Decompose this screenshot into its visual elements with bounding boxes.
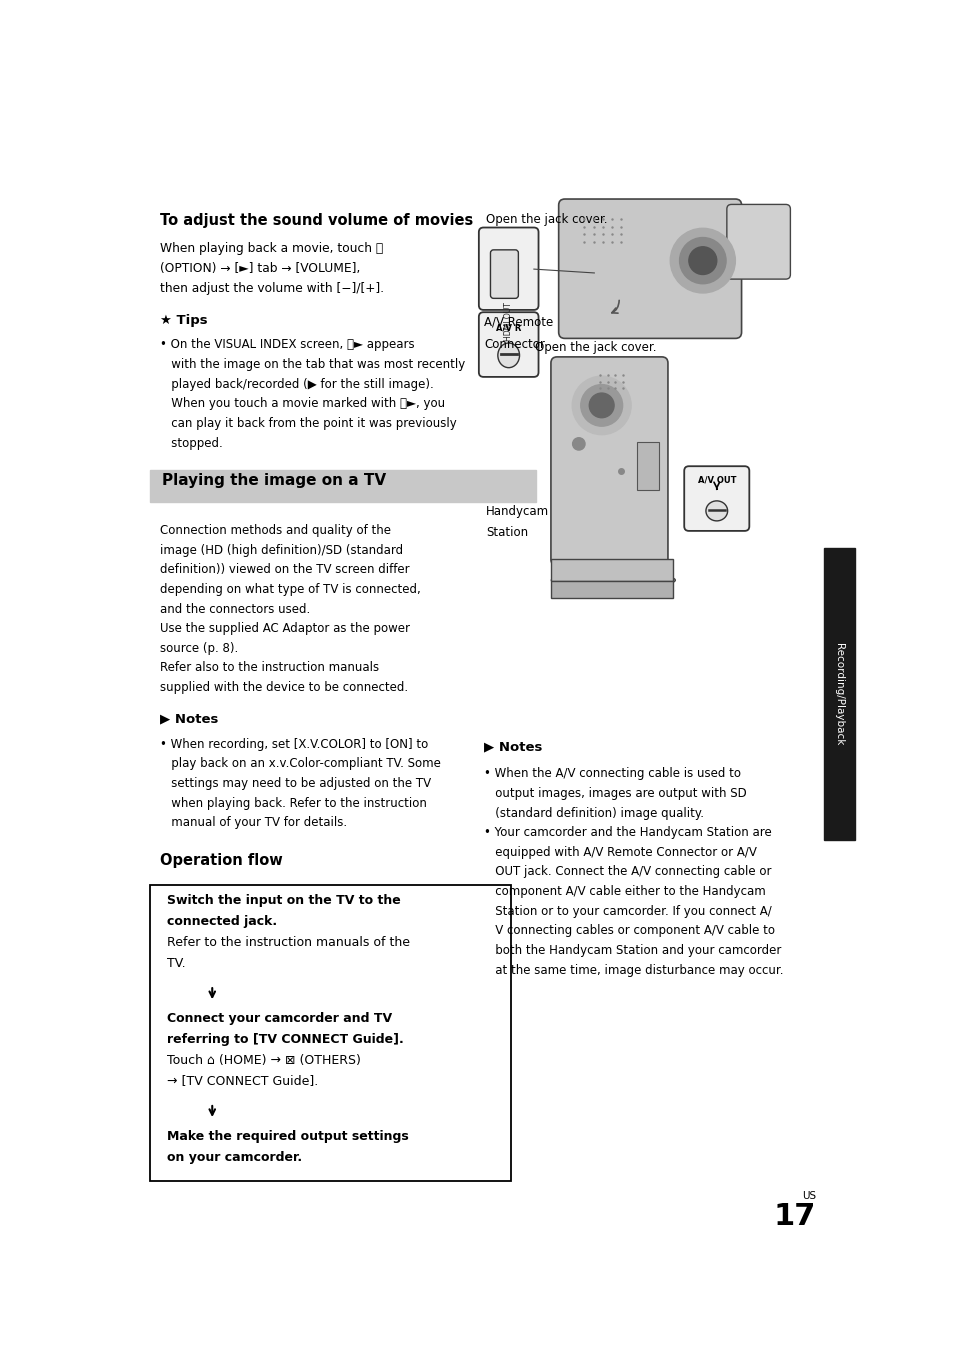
FancyBboxPatch shape — [726, 205, 790, 280]
Bar — [822, 548, 854, 840]
Circle shape — [589, 394, 614, 418]
Text: connected jack.: connected jack. — [167, 915, 277, 928]
Text: A/V OUT: A/V OUT — [697, 475, 736, 484]
Ellipse shape — [551, 573, 675, 589]
Bar — [150, 885, 510, 1181]
Bar — [637, 442, 658, 490]
Text: TV.: TV. — [167, 957, 186, 970]
Circle shape — [688, 247, 716, 274]
Text: image (HD (high definition)/SD (standard: image (HD (high definition)/SD (standard — [159, 544, 402, 556]
Circle shape — [679, 237, 725, 284]
Text: (standard definition) image quality.: (standard definition) image quality. — [483, 806, 702, 820]
Text: both the Handycam Station and your camcorder: both the Handycam Station and your camco… — [483, 944, 781, 957]
Text: Station or to your camcorder. If you connect A/: Station or to your camcorder. If you con… — [483, 905, 770, 917]
Text: Recording/Playback: Recording/Playback — [833, 643, 843, 745]
Text: Switch the input on the TV to the: Switch the input on the TV to the — [167, 894, 400, 908]
FancyBboxPatch shape — [683, 467, 748, 531]
Text: can play it back from the point it was previously: can play it back from the point it was p… — [159, 417, 456, 430]
Text: To adjust the sound volume of movies: To adjust the sound volume of movies — [159, 213, 473, 228]
Text: played back/recorded (▶ for the still image).: played back/recorded (▶ for the still im… — [159, 377, 433, 391]
Text: Touch ⌂ (HOME) → ⊠ (OTHERS): Touch ⌂ (HOME) → ⊠ (OTHERS) — [167, 1054, 361, 1067]
Text: Handycam: Handycam — [485, 506, 548, 518]
Text: When playing back a movie, touch Ⓞ: When playing back a movie, touch Ⓞ — [159, 242, 382, 255]
Circle shape — [670, 228, 735, 293]
Text: component A/V cable either to the Handycam: component A/V cable either to the Handyc… — [483, 885, 764, 898]
Text: Open the jack cover.: Open the jack cover. — [485, 213, 607, 225]
Text: output images, images are output with SD: output images, images are output with SD — [483, 787, 745, 799]
Bar — [150, 470, 536, 502]
Text: HDMI OUT: HDMI OUT — [503, 303, 513, 341]
Ellipse shape — [497, 343, 519, 368]
Text: and the connectors used.: and the connectors used. — [159, 603, 310, 616]
Text: ▶ Notes: ▶ Notes — [159, 712, 217, 725]
Text: → [TV CONNECT Guide].: → [TV CONNECT Guide]. — [167, 1075, 318, 1087]
Text: Open the jack cover.: Open the jack cover. — [535, 342, 657, 354]
Text: manual of your TV for details.: manual of your TV for details. — [159, 816, 346, 829]
Text: 17: 17 — [773, 1201, 815, 1231]
Text: source (p. 8).: source (p. 8). — [159, 642, 237, 655]
Text: • When recording, set [X.V.COLOR] to [ON] to: • When recording, set [X.V.COLOR] to [ON… — [159, 738, 427, 750]
FancyBboxPatch shape — [550, 357, 667, 566]
Text: referring to [TV CONNECT Guide].: referring to [TV CONNECT Guide]. — [167, 1033, 404, 1046]
Text: ▶ Notes: ▶ Notes — [483, 741, 541, 753]
Text: on your camcorder.: on your camcorder. — [167, 1151, 302, 1164]
Circle shape — [572, 438, 584, 451]
Text: supplied with the device to be connected.: supplied with the device to be connected… — [159, 681, 407, 693]
Text: then adjust the volume with [−]/[+].: then adjust the volume with [−]/[+]. — [159, 282, 383, 296]
Text: • On the VISUAL INDEX screen, ⦿► appears: • On the VISUAL INDEX screen, ⦿► appears — [159, 338, 414, 351]
Text: OUT jack. Connect the A/V connecting cable or: OUT jack. Connect the A/V connecting cab… — [483, 866, 770, 878]
Text: (OPTION) → [►] tab → [VOLUME],: (OPTION) → [►] tab → [VOLUME], — [159, 262, 359, 275]
Text: equipped with A/V Remote Connector or A/V: equipped with A/V Remote Connector or A/… — [483, 845, 756, 859]
Text: V connecting cables or component A/V cable to: V connecting cables or component A/V cab… — [483, 924, 774, 938]
Ellipse shape — [705, 501, 727, 521]
Text: ★ Tips: ★ Tips — [159, 313, 207, 327]
Text: at the same time, image disturbance may occur.: at the same time, image disturbance may … — [483, 963, 782, 977]
Text: When you touch a movie marked with ⦿►, you: When you touch a movie marked with ⦿►, y… — [159, 398, 444, 410]
Text: Refer to the instruction manuals of the: Refer to the instruction manuals of the — [167, 936, 410, 949]
Text: A/V R: A/V R — [496, 324, 521, 332]
Circle shape — [580, 384, 622, 426]
Text: Connector: Connector — [484, 338, 544, 351]
Text: Operation flow: Operation flow — [159, 852, 282, 867]
Text: A/V Remote: A/V Remote — [484, 315, 553, 328]
Text: • When the A/V connecting cable is used to: • When the A/V connecting cable is used … — [483, 767, 740, 780]
Text: Playing the image on a TV: Playing the image on a TV — [162, 474, 386, 489]
FancyBboxPatch shape — [558, 199, 740, 338]
Bar — [550, 559, 672, 581]
Text: when playing back. Refer to the instruction: when playing back. Refer to the instruct… — [159, 797, 426, 810]
Text: settings may need to be adjusted on the TV: settings may need to be adjusted on the … — [159, 778, 430, 790]
Text: Use the supplied AC Adaptor as the power: Use the supplied AC Adaptor as the power — [159, 622, 409, 635]
Text: play back on an x.v.Color-compliant TV. Some: play back on an x.v.Color-compliant TV. … — [159, 757, 440, 771]
Text: Make the required output settings: Make the required output settings — [167, 1130, 409, 1143]
Text: Connection methods and quality of the: Connection methods and quality of the — [159, 524, 390, 537]
Text: US: US — [801, 1191, 815, 1201]
Text: Station: Station — [485, 527, 527, 539]
FancyBboxPatch shape — [478, 228, 537, 309]
Text: Connect your camcorder and TV: Connect your camcorder and TV — [167, 1012, 392, 1025]
Text: Refer also to the instruction manuals: Refer also to the instruction manuals — [159, 661, 378, 674]
Text: stopped.: stopped. — [159, 437, 222, 449]
Text: depending on what type of TV is connected,: depending on what type of TV is connecte… — [159, 584, 420, 596]
Text: definition)) viewed on the TV screen differ: definition)) viewed on the TV screen dif… — [159, 563, 409, 577]
Text: • Your camcorder and the Handycam Station are: • Your camcorder and the Handycam Statio… — [483, 826, 770, 839]
FancyBboxPatch shape — [490, 250, 517, 299]
FancyBboxPatch shape — [478, 312, 537, 377]
Text: with the image on the tab that was most recently: with the image on the tab that was most … — [159, 358, 464, 370]
Bar — [550, 581, 672, 598]
Circle shape — [572, 376, 631, 434]
